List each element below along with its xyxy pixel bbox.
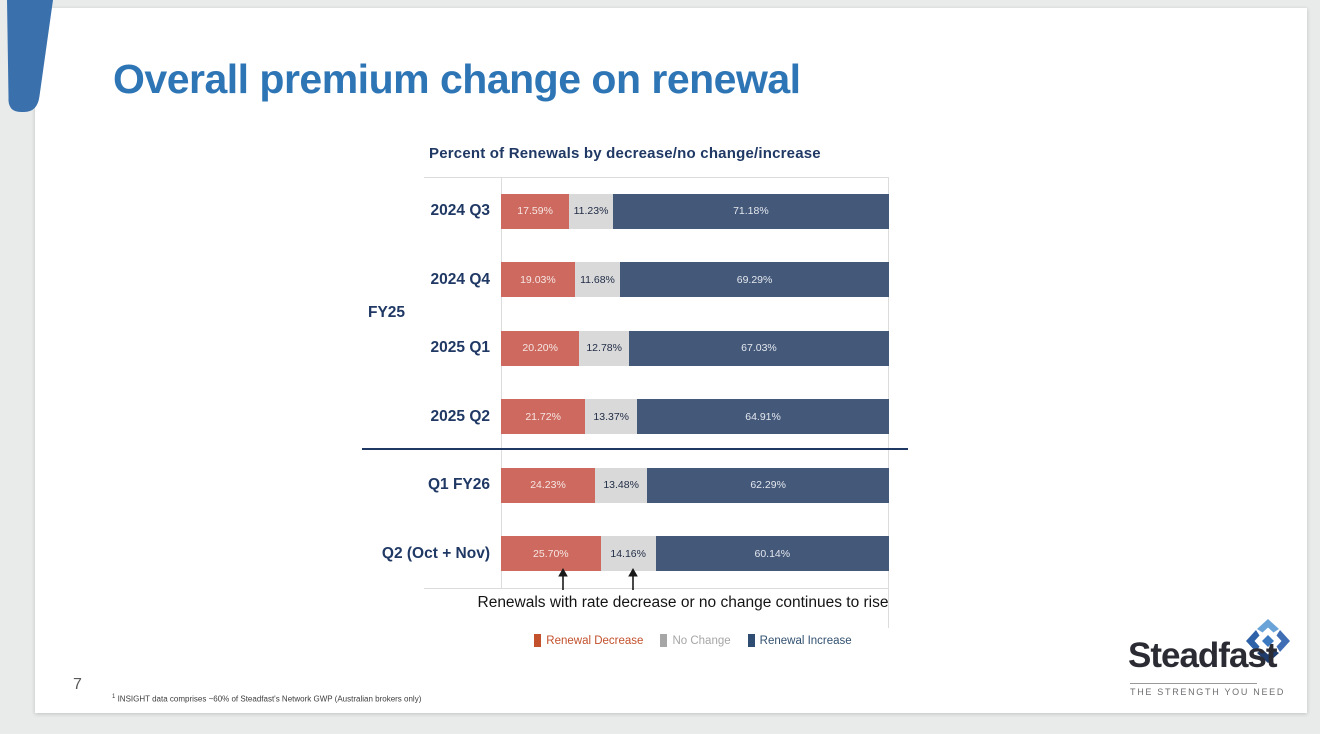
chart-row: 2025 Q2 21.72% 13.37% 64.91% (424, 383, 889, 452)
bar-value-label: 20.20% (522, 342, 558, 355)
bar-value-label: 64.91% (745, 410, 781, 423)
legend-label: Renewal Increase (759, 634, 852, 647)
bar-segment: 60.14% (655, 536, 889, 572)
chart-row: Q1 FY26 24.23% 13.48% 62.29% (424, 451, 889, 520)
bar-segment: 19.03% (501, 262, 575, 298)
legend-swatch-increase-icon (747, 634, 755, 647)
bar-segment: 25.70% (501, 536, 601, 572)
logo-wordmark: Steadfast (1128, 636, 1278, 675)
chart-row: 2024 Q3 17.59% 11.23% 71.18% (424, 177, 889, 246)
plot-border-top (424, 177, 889, 178)
category-label: 2025 Q2 (430, 407, 490, 425)
category-label: 2025 Q1 (430, 339, 490, 357)
bar-segment: 21.72% (501, 399, 586, 435)
logo-rule (1130, 683, 1257, 684)
stacked-bar: 25.70% 14.16% 60.14% (501, 536, 889, 572)
legend-item-renewal-decrease: Renewal Decrease (534, 634, 643, 647)
bar-value-label: 11.68% (580, 273, 615, 286)
legend-swatch-no-change-icon (660, 634, 668, 647)
stacked-bar: 20.20% 12.78% 67.03% (501, 330, 889, 366)
stacked-bar: 21.72% 13.37% 64.91% (501, 399, 889, 435)
bar-segment: 17.59% (501, 193, 570, 229)
page-number: 7 (73, 676, 82, 693)
bar-value-label: 25.70% (533, 547, 569, 560)
category-label: Q1 FY26 (427, 476, 490, 494)
steadfast-logo: Steadfast THE STRENGTH YOU NEED (1093, 610, 1291, 705)
bar-segment: 14.16% (600, 536, 656, 572)
chart-legend: Renewal Decrease No Change Renewal Incre… (424, 634, 962, 647)
stacked-bar: 17.59% 11.23% 71.18% (501, 193, 889, 229)
bar-segment: 24.23% (501, 467, 595, 503)
footnote-mark: 1 (112, 694, 116, 700)
legend-item-renewal-increase: Renewal Increase (747, 634, 852, 647)
chart-row: 2025 Q1 20.20% 12.78% 67.03% (424, 314, 889, 383)
bar-value-label: 12.78% (586, 342, 622, 355)
up-arrow-icon (628, 568, 638, 590)
bar-segment: 20.20% (501, 330, 580, 366)
category-label: Q2 (Oct + Nov) (381, 544, 490, 562)
legend-swatch-decrease-icon (534, 634, 542, 647)
steadfast-diamond-icon (1246, 619, 1290, 663)
footnote-text: INSIGHT data comprises ~60% of Steadfast… (117, 694, 422, 704)
bar-segment: 64.91% (637, 399, 889, 435)
bar-segment: 11.23% (569, 193, 613, 229)
up-arrow-icon (558, 568, 568, 590)
fy25-group-label: FY25 (368, 304, 406, 321)
slide: Overall premium change on renewal Percen… (35, 8, 1307, 713)
bar-value-label: 69.29% (736, 273, 773, 286)
chart-row: Q2 (Oct + Nov) 25.70% 14.16% 60.14% (381, 520, 889, 589)
chart-title: Percent of Renewals by decrease/no chang… (429, 145, 821, 162)
bar-segment: 13.48% (595, 467, 648, 503)
chart-annotation: Renewals with rate decrease or no change… (477, 594, 889, 611)
legend-item-no-change: No Change (660, 634, 731, 647)
bar-segment: 69.29% (620, 262, 889, 298)
chart-rows: 2024 Q3 17.59% 11.23% 71.18% 2024 Q4 19.03% 11… (381, 177, 889, 589)
plot-border-bottom (424, 588, 889, 589)
bar-value-label: 14.16% (610, 547, 646, 560)
bar-value-label: 60.14% (754, 547, 791, 560)
bar-value-label: 17.59% (517, 205, 553, 218)
category-label: 2024 Q3 (430, 202, 490, 220)
bar-value-label: 67.03% (741, 342, 777, 355)
category-label: 2024 Q4 (430, 270, 490, 288)
slide-title: Overall premium change on renewal (113, 56, 801, 102)
bar-segment: 12.78% (579, 330, 629, 366)
bar-value-label: 24.23% (530, 479, 566, 492)
bar-segment: 62.29% (647, 467, 889, 503)
bar-segment: 13.37% (585, 399, 638, 435)
legend-label: No Change (672, 634, 731, 647)
bar-value-label: 13.48% (603, 479, 639, 492)
bar-value-label: 11.23% (573, 205, 609, 218)
fy25-divider-line (362, 448, 908, 450)
logo-tagline: THE STRENGTH YOU NEED (1130, 687, 1286, 697)
bar-segment: 67.03% (628, 330, 889, 366)
footnote: 1 INSIGHT data comprises ~60% of Steadfa… (112, 694, 421, 704)
bar-value-label: 62.29% (750, 479, 786, 492)
bar-segment: 11.68% (574, 262, 621, 298)
bar-value-label: 71.18% (733, 205, 769, 218)
chart-row: 2024 Q4 19.03% 11.68% 69.29% (424, 246, 889, 315)
plot-axis-line (501, 177, 502, 588)
legend-label: Renewal Decrease (546, 634, 644, 647)
bar-segment: 71.18% (612, 193, 889, 229)
bar-value-label: 21.72% (525, 410, 561, 423)
stacked-bar: 19.03% 11.68% 69.29% (501, 262, 889, 298)
stacked-bar: 24.23% 13.48% 62.29% (501, 467, 889, 503)
corner-accent-shape (7, 0, 53, 112)
bar-value-label: 13.37% (593, 410, 630, 423)
bar-value-label: 19.03% (520, 273, 556, 286)
